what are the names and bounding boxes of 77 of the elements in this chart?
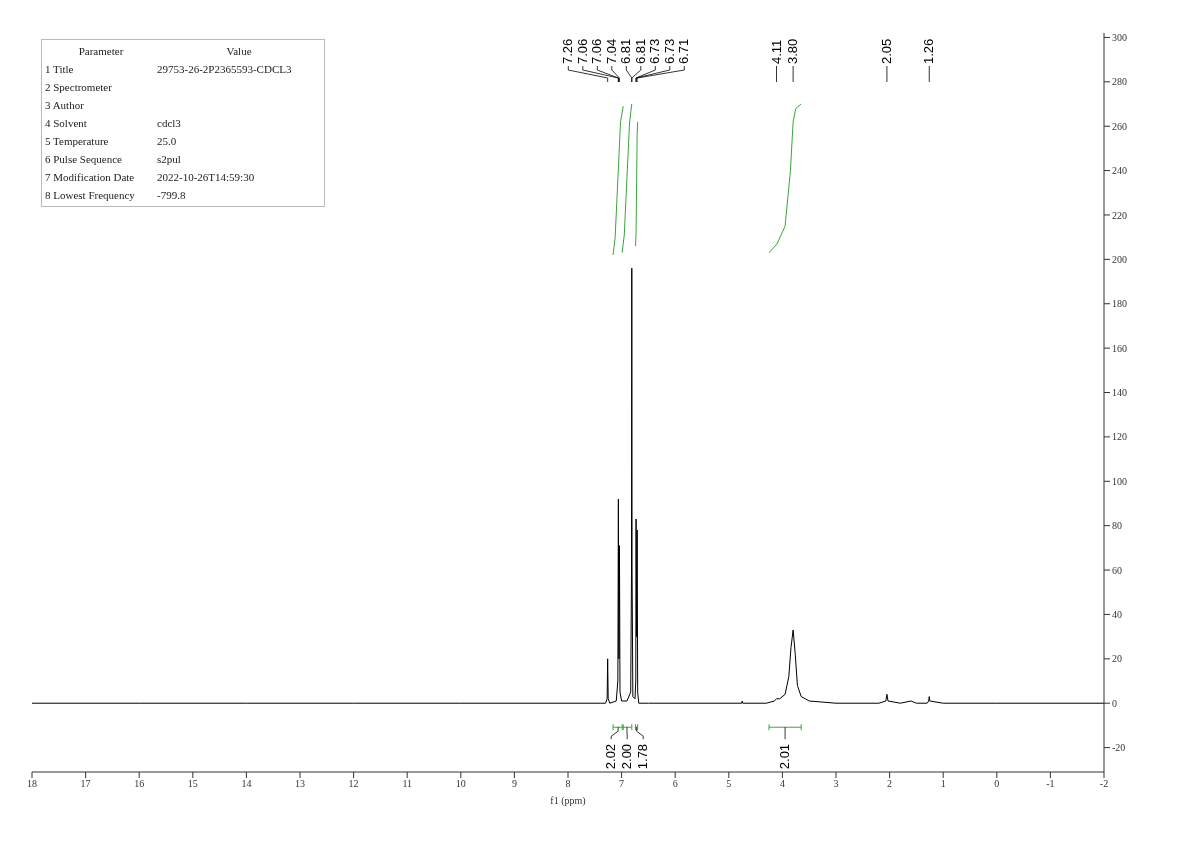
annotation: 2.02 — [603, 743, 619, 770]
x-tick-label: 11 — [402, 778, 413, 790]
annotation: 7.26 — [560, 38, 576, 64]
category-label: 2 Spectrometer — [45, 81, 113, 93]
x-tick-label: 13 — [295, 778, 305, 790]
annotation: 3.80 — [785, 38, 801, 64]
y-tick-label: 80 — [1112, 520, 1122, 532]
x-tick-label: 2 — [887, 778, 893, 790]
annotation: Value — [225, 45, 253, 57]
annotation: 7.06 — [574, 38, 590, 64]
annotation: 7.04 — [603, 38, 619, 64]
annotation: 2022-10-26T14:59:30 — [157, 171, 256, 183]
x-tick-label: 15 — [187, 778, 198, 790]
x-tick-label: 16 — [134, 778, 145, 790]
annotation: 1.78 — [635, 743, 651, 770]
y-tick-label: 220 — [1112, 209, 1127, 221]
annotation: s2pul — [157, 153, 182, 165]
annotation: 6.73 — [661, 38, 677, 64]
annotation: 6.71 — [676, 38, 692, 64]
category-label: 1 Title — [45, 63, 75, 75]
y-tick-label: -20 — [1112, 742, 1126, 754]
line-series — [32, 267, 1104, 704]
x-tick-label: 17 — [80, 778, 91, 790]
category-label: 3 Author — [45, 99, 85, 111]
annotation: 25.0 — [157, 135, 178, 147]
category-label: 6 Pulse Sequence — [45, 153, 123, 165]
annotation: 1.26 — [921, 38, 937, 64]
category-label: 8 Lowest Frequency — [45, 189, 136, 201]
y-tick-label: 260 — [1112, 120, 1127, 132]
y-tick-label: 40 — [1112, 608, 1122, 620]
annotation: 29753-26-2P2365593-CDCL3 — [157, 63, 293, 75]
x-tick-label: 7 — [619, 778, 625, 790]
x-tick-label: -2 — [1099, 778, 1109, 790]
x-tick-label: 4 — [779, 778, 785, 790]
x-tick-label: 14 — [241, 778, 252, 790]
category-label: Parameter — [77, 45, 125, 57]
y-tick-label: 20 — [1112, 653, 1122, 665]
annotation: 7.06 — [589, 38, 605, 64]
category-label: 5 Temperature — [45, 135, 110, 147]
annotation: cdcl3 — [157, 117, 182, 129]
category-label: 4 Solvent — [45, 117, 88, 129]
y-tick-label: 300 — [1112, 31, 1127, 43]
line-series — [612, 105, 624, 256]
annotation: 6.73 — [647, 38, 663, 64]
y-tick-label: 120 — [1112, 431, 1127, 443]
x-axis-title: f1 (ppm) — [550, 795, 586, 807]
category-label: 7 Modification Date — [45, 171, 136, 183]
x-tick-label: 12 — [348, 778, 359, 790]
y-tick-label: 160 — [1112, 342, 1127, 354]
y-tick-label: 60 — [1112, 564, 1122, 576]
y-tick-label: 0 — [1112, 697, 1117, 709]
x-tick-label: 3 — [833, 778, 839, 790]
annotation: 4.11 — [768, 39, 784, 64]
y-tick-label: 180 — [1112, 298, 1127, 310]
y-tick-label: 140 — [1112, 387, 1127, 399]
annotation: 6.81 — [618, 38, 634, 64]
x-tick-label: 5 — [726, 778, 732, 790]
x-tick-label: 9 — [511, 778, 517, 790]
y-tick-label: 200 — [1112, 253, 1127, 265]
line-series — [621, 103, 633, 254]
annotation: 2.05 — [878, 38, 894, 64]
y-tick-label: 100 — [1112, 475, 1127, 487]
y-tick-label: 280 — [1112, 76, 1127, 88]
annotation: 2.01 — [777, 743, 793, 770]
x-tick-label: 1 — [940, 778, 946, 790]
line-series — [635, 121, 639, 247]
x-tick-label: 18 — [27, 778, 37, 790]
annotation: 6.81 — [632, 38, 648, 64]
y-tick-label: 240 — [1112, 165, 1127, 177]
x-tick-label: -1 — [1046, 778, 1055, 790]
annotation: 2.00 — [619, 743, 635, 770]
x-tick-label: 0 — [994, 778, 1000, 790]
line-series — [768, 103, 802, 254]
annotation: -799.8 — [157, 189, 187, 201]
x-tick-label: 6 — [672, 778, 678, 790]
x-tick-label: 8 — [565, 778, 571, 790]
x-tick-label: 10 — [455, 778, 466, 790]
